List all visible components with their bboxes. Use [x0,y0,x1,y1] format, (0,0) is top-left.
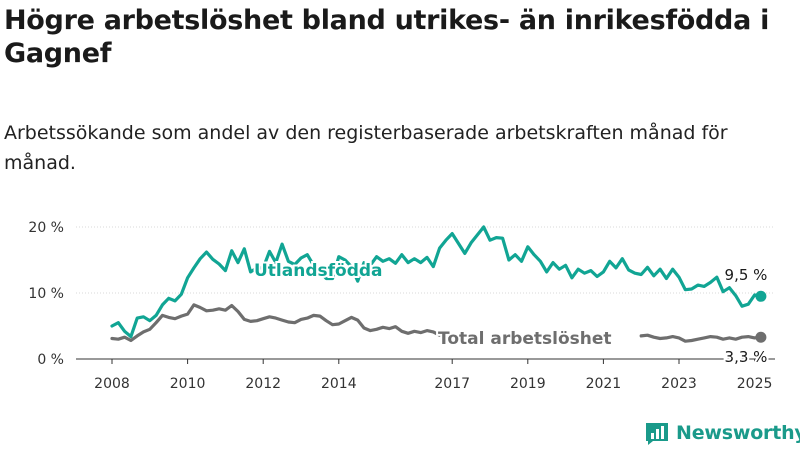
series-line-1 [110,303,448,343]
y-tick-label: 20 % [28,220,64,236]
brand-name: Newsworthy [676,422,800,444]
y-tick-label: 10 % [28,286,64,302]
x-tick-label: 2008 [94,376,130,392]
page-title: Högre arbetslöshet bland utrikes- än inr… [4,5,770,69]
x-tick-label: 2019 [510,376,546,392]
x-tick-label: 2025 [737,376,773,392]
x-tick-label: 2010 [170,376,206,392]
end-value-label: 3,3 % [725,348,768,366]
series-line-0 [110,225,763,339]
series-end-marker [755,290,767,302]
x-tick-label: 2023 [661,376,697,392]
series-label: Total arbetslöshet [438,329,612,349]
series-line-2 [639,333,763,343]
x-tick-label: 2012 [245,376,281,392]
x-tick-label: 2021 [586,376,622,392]
newsworthy-logo-icon [646,423,668,445]
end-value-label: 9,5 % [725,266,768,284]
series-end-marker [755,331,767,343]
brand-logo: Newsworthy [644,418,800,448]
page-subtitle: Arbetssökande som andel av den registerb… [4,122,728,174]
x-tick-label: 2014 [321,376,357,392]
x-tick-label: 2017 [434,376,470,392]
y-tick-label: 0 % [37,352,64,368]
series-label: Utlandsfödda [254,261,383,281]
